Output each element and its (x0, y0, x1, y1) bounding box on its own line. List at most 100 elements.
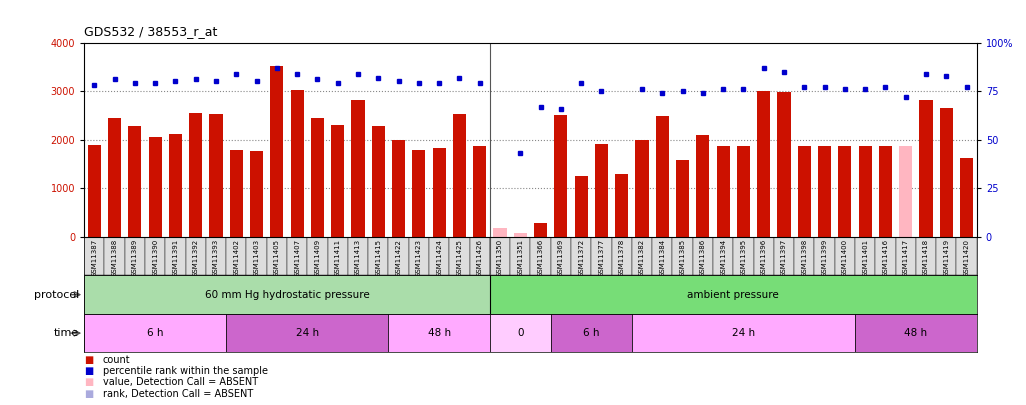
Bar (676, 160, 689, 237)
Text: GSM11418: GSM11418 (923, 239, 929, 277)
Text: 6 h: 6 h (583, 328, 599, 338)
Bar (408, 237, 429, 275)
Text: GSM11419: GSM11419 (943, 239, 949, 277)
Bar (389, 314, 489, 352)
Text: GSM11417: GSM11417 (903, 239, 909, 277)
Bar (84, 314, 226, 352)
Bar (774, 237, 794, 275)
Bar (798, 146, 811, 237)
Text: GSM11391: GSM11391 (172, 239, 179, 277)
Bar (899, 146, 912, 237)
Text: GSM11422: GSM11422 (396, 239, 401, 277)
Text: GSM11413: GSM11413 (355, 239, 361, 277)
Text: GSM11377: GSM11377 (598, 239, 604, 277)
Text: count: count (103, 355, 130, 364)
Bar (226, 237, 246, 275)
Bar (311, 118, 324, 237)
Bar (105, 237, 125, 275)
Text: GSM11390: GSM11390 (152, 239, 158, 277)
Bar (632, 237, 653, 275)
Bar (473, 145, 486, 237)
Bar (230, 150, 243, 237)
Text: ■: ■ (84, 355, 93, 364)
Text: GSM11392: GSM11392 (193, 239, 199, 277)
Bar (489, 314, 551, 352)
Bar (308, 237, 327, 275)
Bar (412, 150, 426, 237)
Text: GSM11401: GSM11401 (862, 239, 868, 277)
Text: GSM11382: GSM11382 (639, 239, 645, 277)
Bar (653, 237, 672, 275)
Bar (149, 137, 162, 237)
Bar (250, 151, 263, 237)
Bar (611, 237, 632, 275)
Text: GSM11398: GSM11398 (801, 239, 807, 277)
Bar (489, 237, 510, 275)
Bar (835, 237, 855, 275)
Bar (449, 237, 470, 275)
Text: GSM11384: GSM11384 (660, 239, 665, 277)
Text: 48 h: 48 h (428, 328, 450, 338)
Text: GSM11425: GSM11425 (457, 239, 463, 277)
Text: GSM11405: GSM11405 (274, 239, 280, 277)
Bar (855, 237, 875, 275)
Bar (352, 100, 364, 237)
Bar (815, 237, 835, 275)
Text: GSM11369: GSM11369 (558, 239, 564, 277)
Text: ambient pressure: ambient pressure (687, 290, 779, 300)
Bar (429, 237, 449, 275)
Bar (392, 140, 405, 237)
Text: GSM11399: GSM11399 (822, 239, 828, 277)
Bar (371, 126, 385, 237)
Text: 48 h: 48 h (904, 328, 928, 338)
Text: GSM11407: GSM11407 (294, 239, 301, 277)
Bar (494, 228, 507, 237)
Bar (514, 233, 527, 237)
Text: GSM11397: GSM11397 (781, 239, 787, 277)
Bar (778, 92, 791, 237)
Bar (595, 144, 608, 237)
Bar (331, 125, 345, 237)
Text: GSM11402: GSM11402 (233, 239, 239, 277)
Bar (206, 237, 226, 275)
Bar (452, 115, 466, 237)
Bar (510, 237, 530, 275)
Bar (327, 237, 348, 275)
Text: rank, Detection Call = ABSENT: rank, Detection Call = ABSENT (103, 389, 252, 399)
Text: ■: ■ (84, 377, 93, 387)
Text: GSM11415: GSM11415 (376, 239, 382, 277)
Text: GSM11393: GSM11393 (213, 239, 219, 277)
Bar (875, 237, 896, 275)
Text: GSM11423: GSM11423 (416, 239, 422, 277)
Bar (530, 237, 551, 275)
Text: GSM11387: GSM11387 (91, 239, 97, 277)
Bar (169, 134, 182, 237)
Bar (84, 275, 489, 314)
Bar (554, 115, 567, 237)
Text: GSM11416: GSM11416 (882, 239, 889, 277)
Bar (960, 158, 974, 237)
Text: GSM11366: GSM11366 (538, 239, 544, 277)
Text: GSM11426: GSM11426 (477, 239, 482, 277)
Text: time: time (53, 328, 79, 338)
Text: 6 h: 6 h (147, 328, 163, 338)
Bar (108, 118, 121, 237)
Bar (489, 275, 977, 314)
Bar (940, 108, 953, 237)
Text: GSM11386: GSM11386 (700, 239, 706, 277)
Text: GSM11400: GSM11400 (842, 239, 847, 277)
Bar (287, 237, 308, 275)
Bar (635, 140, 648, 237)
Text: 24 h: 24 h (732, 328, 755, 338)
Text: GSM11394: GSM11394 (720, 239, 726, 277)
Bar (571, 237, 591, 275)
Bar (84, 237, 105, 275)
Text: 60 mm Hg hydrostatic pressure: 60 mm Hg hydrostatic pressure (204, 290, 369, 300)
Text: 0: 0 (517, 328, 523, 338)
Bar (534, 223, 547, 237)
Bar (956, 237, 977, 275)
Bar (616, 175, 628, 237)
Text: GSM11385: GSM11385 (679, 239, 685, 277)
Bar (551, 237, 571, 275)
Bar (734, 237, 753, 275)
